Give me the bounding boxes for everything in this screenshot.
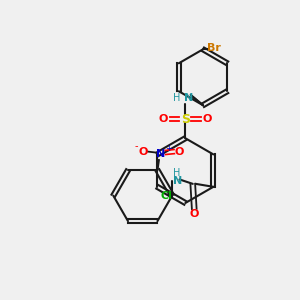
Text: Cl: Cl (160, 190, 172, 201)
Text: N: N (156, 149, 165, 159)
Text: O: O (138, 147, 147, 157)
Text: H: H (173, 93, 181, 103)
Text: O: O (174, 147, 184, 157)
Text: +: + (165, 144, 172, 153)
Text: O: O (159, 114, 168, 124)
Text: -: - (134, 141, 138, 151)
Text: N: N (172, 176, 182, 186)
Text: H: H (173, 168, 181, 178)
Text: N: N (184, 93, 193, 103)
Text: S: S (181, 112, 190, 126)
Text: O: O (203, 114, 212, 124)
Text: Br: Br (207, 43, 221, 53)
Text: O: O (190, 209, 199, 219)
